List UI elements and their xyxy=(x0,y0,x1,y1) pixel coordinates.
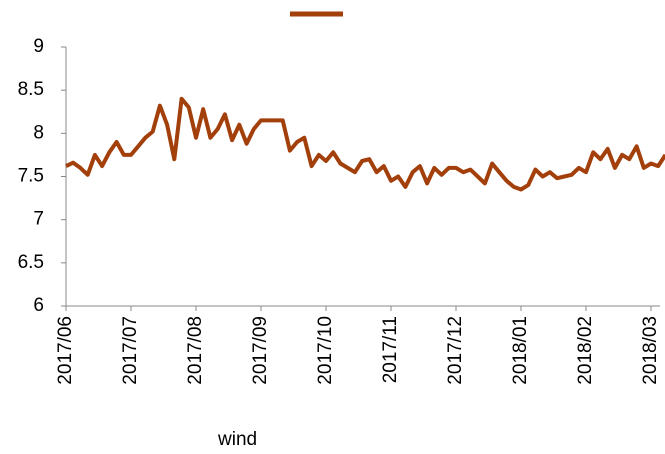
x-tick-label: 2017/11 xyxy=(380,316,401,383)
x-tick-label: 2018/01 xyxy=(510,316,531,385)
y-tick-label: 7.5 xyxy=(18,166,44,187)
y-tick-label: 7 xyxy=(33,209,44,230)
y-tick-label: 6 xyxy=(33,295,44,316)
x-tick-label: 2017/06 xyxy=(55,316,76,385)
x-tick-label: 2017/12 xyxy=(445,316,466,385)
x-tick-label: 2018/03 xyxy=(640,316,661,385)
x-tick-label: 2017/08 xyxy=(185,316,206,385)
line-series xyxy=(65,96,665,192)
y-tick-label: 8 xyxy=(33,122,44,143)
y-tick-label: 6.5 xyxy=(18,252,44,273)
x-tick-label: 2017/09 xyxy=(250,316,271,385)
y-tick-label: 8.5 xyxy=(18,79,44,100)
x-tick-label: 2018/02 xyxy=(575,316,596,385)
y-tick-label: 9 xyxy=(33,36,44,57)
x-tick-label: 2017/07 xyxy=(120,316,141,385)
source-label: wind xyxy=(217,429,257,450)
x-tick-label: 2017/10 xyxy=(315,316,336,385)
